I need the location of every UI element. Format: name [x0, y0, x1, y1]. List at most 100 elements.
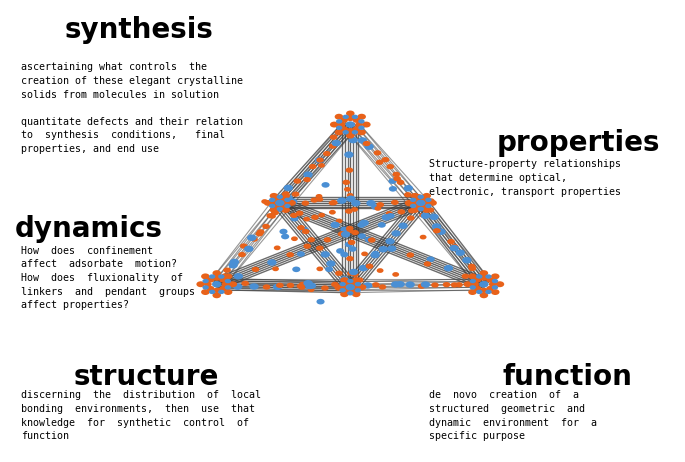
- Circle shape: [420, 204, 428, 209]
- Circle shape: [303, 177, 311, 182]
- Circle shape: [397, 180, 404, 185]
- Circle shape: [464, 281, 472, 287]
- Circle shape: [352, 277, 360, 283]
- Circle shape: [476, 274, 482, 279]
- Circle shape: [329, 210, 336, 214]
- Circle shape: [389, 186, 397, 192]
- Circle shape: [451, 244, 458, 249]
- Circle shape: [335, 114, 343, 120]
- Circle shape: [340, 126, 348, 132]
- Circle shape: [316, 158, 324, 163]
- Circle shape: [492, 279, 498, 283]
- Circle shape: [329, 134, 338, 140]
- Circle shape: [346, 284, 355, 291]
- Circle shape: [486, 277, 494, 283]
- Circle shape: [382, 214, 391, 221]
- Circle shape: [331, 282, 339, 287]
- Circle shape: [279, 196, 287, 202]
- Circle shape: [361, 251, 368, 256]
- Circle shape: [349, 280, 358, 286]
- Circle shape: [218, 274, 225, 279]
- Circle shape: [316, 245, 323, 251]
- Circle shape: [286, 252, 294, 257]
- Circle shape: [204, 281, 212, 287]
- Circle shape: [344, 187, 351, 192]
- Text: dynamics: dynamics: [15, 215, 163, 243]
- Circle shape: [249, 283, 259, 290]
- Circle shape: [330, 222, 340, 228]
- Circle shape: [340, 291, 349, 297]
- Circle shape: [455, 282, 463, 287]
- Circle shape: [391, 281, 400, 288]
- Circle shape: [407, 215, 414, 221]
- Circle shape: [207, 286, 214, 291]
- Circle shape: [347, 116, 354, 121]
- Circle shape: [364, 143, 374, 150]
- Circle shape: [386, 164, 394, 169]
- Circle shape: [345, 168, 353, 173]
- Circle shape: [418, 195, 424, 199]
- Circle shape: [451, 282, 458, 287]
- Circle shape: [288, 198, 297, 205]
- Circle shape: [431, 282, 439, 288]
- Circle shape: [410, 204, 416, 208]
- Circle shape: [379, 246, 388, 252]
- Circle shape: [269, 198, 275, 202]
- Circle shape: [284, 195, 292, 201]
- Circle shape: [469, 274, 477, 280]
- Circle shape: [351, 130, 358, 134]
- Circle shape: [308, 237, 315, 243]
- Circle shape: [261, 199, 268, 204]
- Circle shape: [479, 270, 488, 276]
- Circle shape: [387, 245, 397, 252]
- Circle shape: [284, 185, 293, 191]
- Circle shape: [379, 284, 386, 290]
- Circle shape: [471, 282, 479, 287]
- Circle shape: [282, 200, 290, 206]
- Circle shape: [479, 292, 488, 298]
- Circle shape: [372, 282, 379, 287]
- Circle shape: [340, 226, 349, 232]
- Circle shape: [332, 140, 341, 146]
- Circle shape: [474, 277, 482, 283]
- Circle shape: [244, 246, 253, 252]
- Circle shape: [241, 281, 249, 286]
- Circle shape: [290, 213, 298, 218]
- Circle shape: [269, 204, 275, 208]
- Circle shape: [212, 292, 221, 298]
- Circle shape: [323, 237, 332, 243]
- Circle shape: [346, 110, 355, 116]
- Circle shape: [393, 172, 400, 177]
- Circle shape: [496, 281, 504, 287]
- Circle shape: [303, 171, 313, 178]
- Circle shape: [326, 261, 336, 267]
- Circle shape: [382, 157, 389, 162]
- Circle shape: [397, 209, 406, 214]
- Circle shape: [368, 237, 375, 243]
- Circle shape: [334, 284, 342, 290]
- Circle shape: [315, 157, 324, 163]
- Circle shape: [419, 213, 426, 218]
- Circle shape: [201, 289, 210, 295]
- Circle shape: [346, 133, 355, 139]
- Circle shape: [469, 289, 477, 295]
- Circle shape: [492, 285, 498, 290]
- Circle shape: [342, 130, 349, 134]
- Circle shape: [209, 290, 215, 294]
- Circle shape: [485, 290, 492, 294]
- Circle shape: [229, 281, 237, 287]
- Text: ascertaining what controls  the
creation of these elegant crystalline
solids fro: ascertaining what controls the creation …: [21, 62, 243, 154]
- Circle shape: [474, 274, 484, 280]
- Circle shape: [479, 281, 488, 287]
- Circle shape: [303, 280, 313, 286]
- Circle shape: [425, 198, 432, 202]
- Circle shape: [213, 288, 221, 293]
- Circle shape: [224, 289, 232, 295]
- Circle shape: [408, 208, 416, 213]
- Circle shape: [345, 242, 353, 247]
- Circle shape: [414, 196, 421, 202]
- Circle shape: [271, 210, 279, 215]
- Circle shape: [351, 115, 358, 119]
- Circle shape: [267, 259, 277, 266]
- Text: function: function: [503, 363, 633, 391]
